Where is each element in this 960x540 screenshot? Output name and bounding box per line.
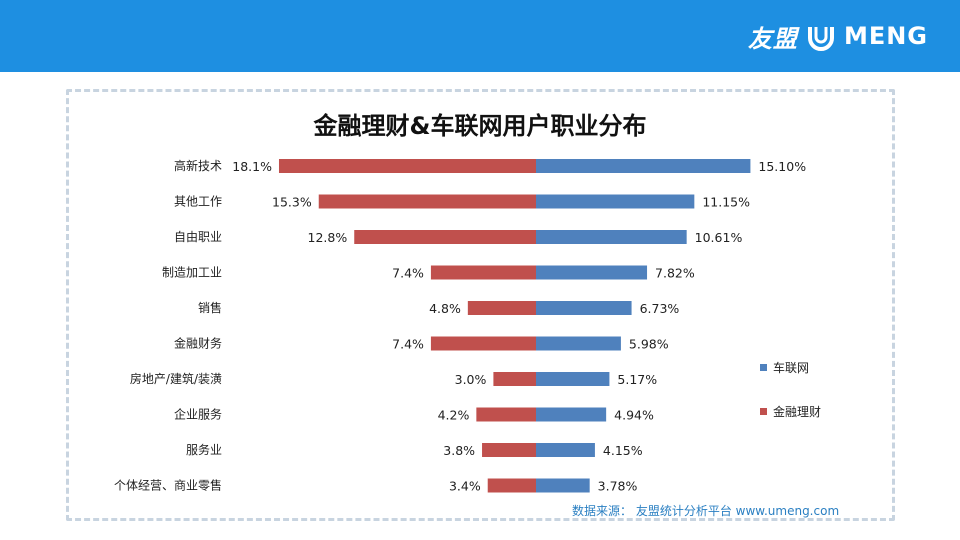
- bar-right: [536, 159, 751, 173]
- bar-left: [430, 265, 536, 280]
- data-label-left: 3.8%: [443, 443, 475, 458]
- umeng-u-icon: [807, 27, 834, 51]
- data-label-right: 3.78%: [598, 479, 638, 494]
- legend-item-right-series: 车联网: [760, 358, 821, 376]
- bar-left: [278, 159, 536, 173]
- legend-swatch-left: [760, 407, 767, 415]
- bar-left: [467, 301, 536, 315]
- data-label-left: 18.1%: [232, 159, 272, 174]
- category-label: 房地产/建筑/装潢: [130, 371, 222, 386]
- legend-swatch-right: [760, 363, 767, 371]
- data-label-left: 3.0%: [455, 372, 487, 387]
- data-source-note: 数据来源： 友盟统计分析平台 www.umeng.com: [572, 504, 840, 518]
- data-label-left: 3.4%: [449, 479, 481, 494]
- brand-name-cn: 友盟: [747, 24, 798, 53]
- category-label: 个体经营、商业零售: [114, 478, 222, 493]
- data-label-left: 4.8%: [429, 301, 461, 316]
- brand-name-en: MENG: [843, 22, 928, 50]
- data-label-right: 6.73%: [640, 301, 680, 316]
- data-label-left: 7.4%: [392, 337, 424, 352]
- bar-right: [536, 301, 632, 315]
- category-label: 其他工作: [174, 195, 222, 209]
- data-label-left: 7.4%: [392, 266, 424, 281]
- category-label: 企业服务: [174, 407, 222, 422]
- category-label: 自由职业: [174, 230, 222, 244]
- legend-label-left: 金融理财: [773, 404, 822, 419]
- bar-left: [487, 478, 536, 493]
- data-label-right: 11.15%: [702, 195, 750, 210]
- data-label-left: 12.8%: [308, 230, 348, 245]
- data-label-left: 15.3%: [272, 195, 312, 210]
- bar-right: [536, 230, 687, 244]
- bar-left: [482, 443, 536, 457]
- bar-right: [536, 372, 610, 386]
- chart-title: 金融理财&车联网用户职业分布: [313, 112, 647, 140]
- data-label-right: 10.61%: [695, 230, 743, 245]
- data-label-right: 4.15%: [603, 443, 643, 458]
- legend-item-left-series: 金融理财: [760, 402, 821, 420]
- bar-left: [476, 407, 536, 422]
- category-label: 制造加工业: [162, 266, 222, 280]
- bar-right: [536, 478, 590, 493]
- bar-right: [536, 443, 595, 457]
- category-label: 销售: [198, 300, 222, 315]
- bar-right: [536, 336, 621, 351]
- header-bar: 友盟 MENG: [0, 0, 960, 72]
- brand-logo: 友盟 MENG: [748, 18, 928, 54]
- data-label-right: 5.98%: [629, 337, 669, 352]
- category-label: 高新技术: [174, 158, 222, 173]
- data-label-right: 7.82%: [655, 266, 695, 281]
- bar-left: [430, 336, 536, 351]
- content-frame: [66, 89, 895, 521]
- data-label-right: 4.94%: [614, 408, 654, 423]
- bar-right: [536, 265, 648, 280]
- category-label: 金融财务: [174, 336, 222, 351]
- chart-legend: 车联网 金融理财: [760, 358, 821, 446]
- data-label-right: 15.10%: [758, 159, 806, 174]
- bar-left: [493, 372, 536, 386]
- bar-left: [354, 230, 536, 244]
- data-label-left: 4.2%: [438, 408, 470, 423]
- bar-left: [318, 194, 536, 209]
- data-label-right: 5.17%: [617, 372, 657, 387]
- bar-right: [536, 194, 695, 209]
- legend-label-right: 车联网: [773, 360, 810, 375]
- category-label: 服务业: [186, 442, 222, 457]
- bar-right: [536, 407, 607, 422]
